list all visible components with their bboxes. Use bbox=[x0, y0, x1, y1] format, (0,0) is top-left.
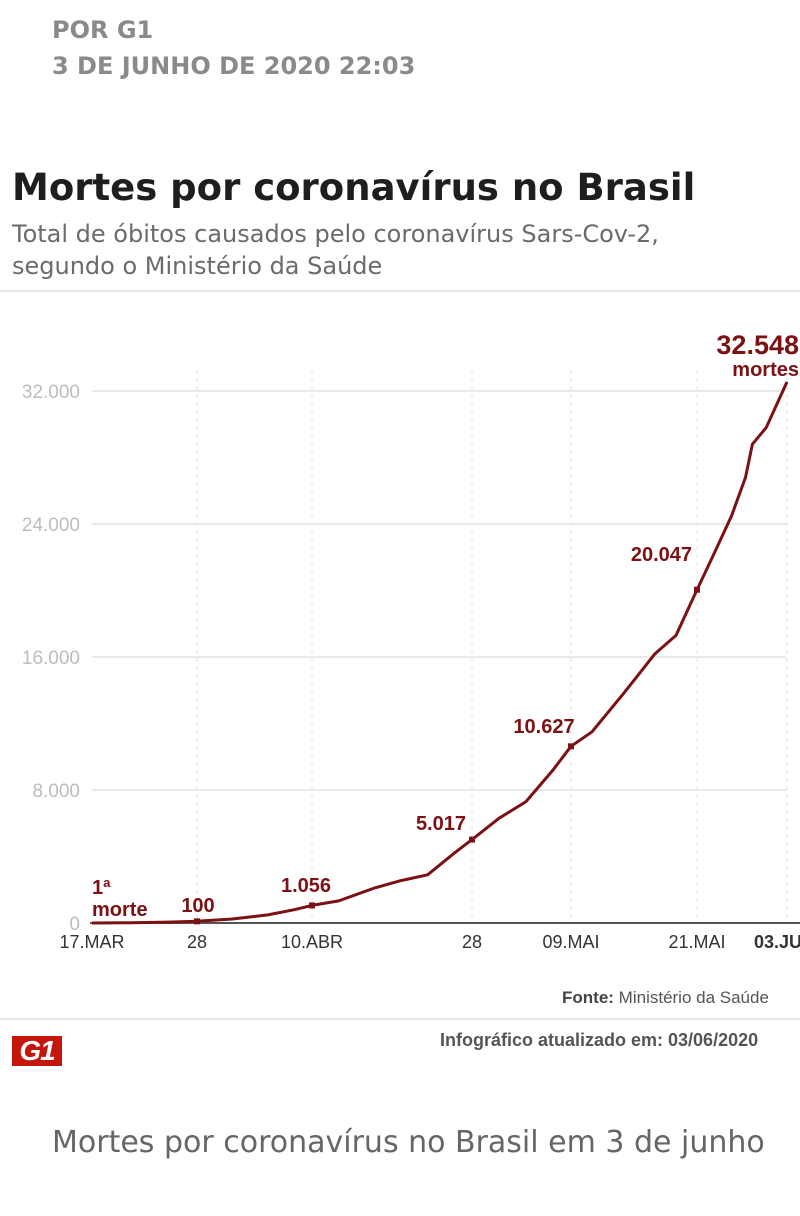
annotation-label: 100 bbox=[181, 895, 214, 917]
annotation-label: morte bbox=[92, 899, 148, 921]
chart-subtitle-line2: segundo o Ministério da Saúde bbox=[12, 252, 383, 280]
y-tick-label: 8.000 bbox=[32, 781, 80, 802]
annotation-label: 1ª bbox=[92, 877, 111, 899]
source-label: Fonte: bbox=[562, 988, 614, 1007]
annotation-label: 20.047 bbox=[631, 544, 692, 566]
data-marker bbox=[309, 902, 315, 909]
y-tick-label: 32.000 bbox=[22, 382, 80, 403]
y-tick-label: 0 bbox=[69, 914, 80, 935]
data-marker bbox=[694, 586, 700, 593]
publish-date: 3 DE JUNHO DE 2020 22:03 bbox=[52, 52, 416, 80]
g1-logo: G1 bbox=[12, 1036, 62, 1066]
line-chart: 0 8.000 16.000 24.000 32.000 17.MAR 28 10.ABR 28… bbox=[22, 330, 800, 952]
x-tick-label: 28 bbox=[462, 932, 482, 952]
source-note: Fonte: Ministério da Saúde bbox=[562, 988, 769, 1008]
image-caption: Mortes por coronavírus no Brasil em 3 de… bbox=[52, 1125, 765, 1160]
divider bbox=[0, 1018, 800, 1020]
source-text: Ministério da Saúde bbox=[618, 988, 769, 1007]
data-marker bbox=[469, 836, 475, 843]
x-tick-label: 09.MAI bbox=[542, 932, 599, 952]
data-marker bbox=[568, 743, 574, 750]
x-tick-label: 10.ABR bbox=[281, 932, 343, 952]
annotation-label: 1.056 bbox=[281, 875, 331, 897]
annotation-label: 10.627 bbox=[513, 716, 574, 738]
byline: POR G1 bbox=[52, 16, 154, 44]
deaths-line bbox=[91, 381, 789, 925]
y-tick-label: 16.000 bbox=[22, 648, 80, 669]
x-tick-label: 28 bbox=[187, 932, 207, 952]
x-tick-label: 21.MAI bbox=[668, 932, 725, 952]
y-tick-label: 24.000 bbox=[22, 515, 80, 536]
x-tick-label: 17.MAR bbox=[59, 932, 124, 952]
chart-subtitle: Total de óbitos causados pelo coronavíru… bbox=[12, 220, 659, 248]
chart-title: Mortes por coronavírus no Brasil bbox=[12, 166, 696, 209]
updated-note: Infográfico atualizado em: 03/06/2020 bbox=[440, 1030, 759, 1050]
annotation-label: 5.017 bbox=[416, 813, 466, 835]
annotation-sublabel: mortes bbox=[732, 359, 799, 381]
x-tick-label: 03.JUN bbox=[754, 932, 800, 952]
annotation-label: 32.548 bbox=[716, 330, 799, 360]
data-marker bbox=[194, 918, 200, 925]
divider bbox=[0, 290, 800, 292]
